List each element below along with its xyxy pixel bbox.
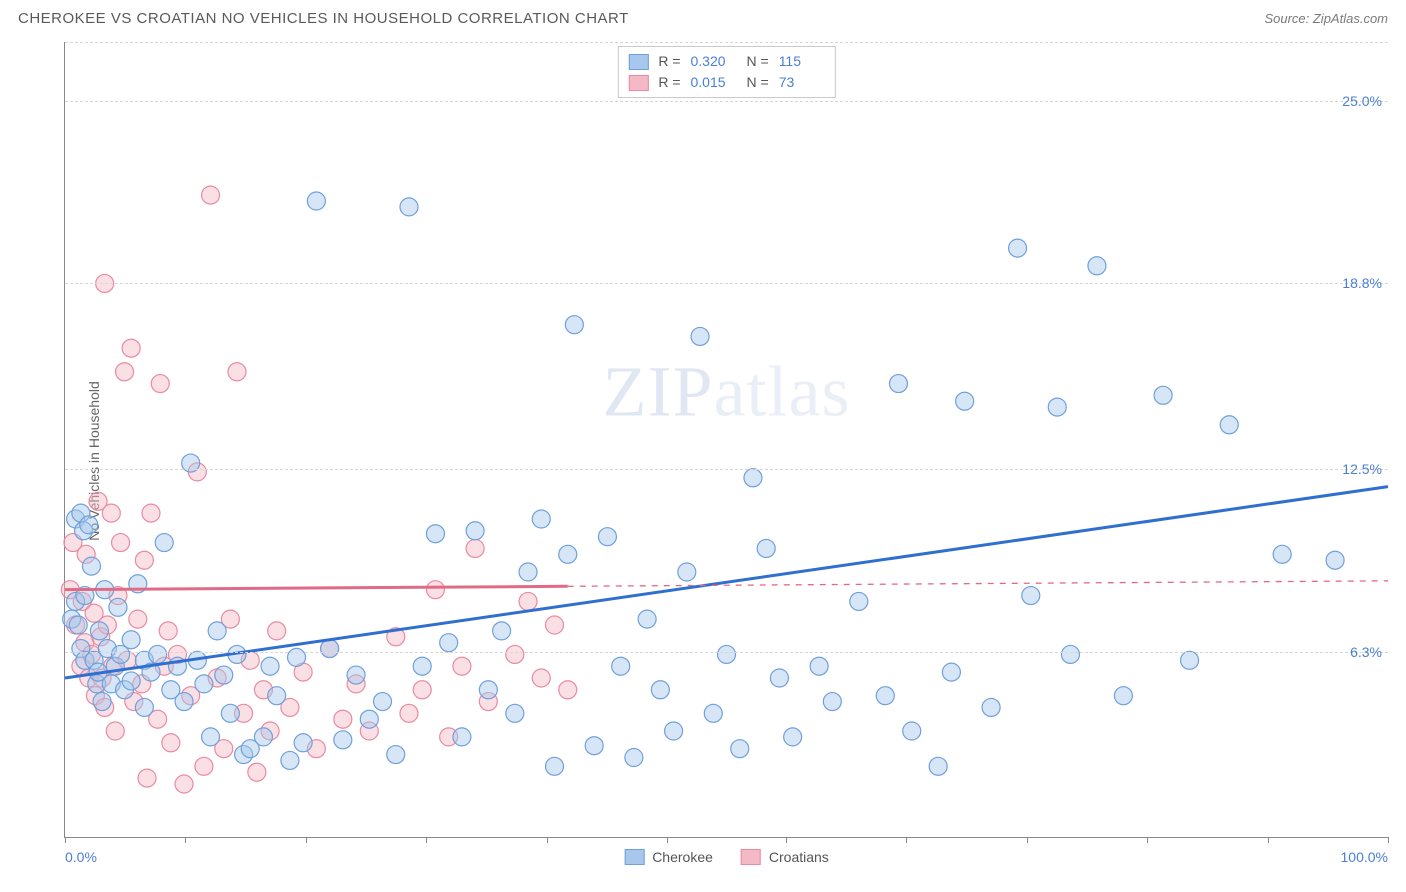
- swatch-icon: [628, 75, 648, 91]
- x-tick: [65, 837, 66, 843]
- gridline: [65, 469, 1388, 470]
- r-value: 0.015: [691, 72, 737, 93]
- n-value: 73: [779, 72, 825, 93]
- r-label: R =: [658, 51, 680, 72]
- y-tick-label: 18.8%: [1342, 275, 1382, 291]
- x-tick: [906, 837, 907, 843]
- swatch-icon: [741, 849, 761, 865]
- gridline: [65, 101, 1388, 102]
- r-label: R =: [658, 72, 680, 93]
- legend-item-cherokee: Cherokee: [624, 849, 713, 865]
- x-tick: [1388, 837, 1389, 843]
- source-attribution: Source: ZipAtlas.com: [1264, 11, 1388, 26]
- gridline: [65, 42, 1388, 43]
- x-tick: [786, 837, 787, 843]
- x-tick: [306, 837, 307, 843]
- x-tick: [1027, 837, 1028, 843]
- y-tick-label: 6.3%: [1350, 644, 1382, 660]
- legend-label: Cherokee: [652, 849, 713, 865]
- legend-item-croatians: Croatians: [741, 849, 829, 865]
- r-value: 0.320: [691, 51, 737, 72]
- x-tick: [547, 837, 548, 843]
- x-tick: [1147, 837, 1148, 843]
- x-tick: [1268, 837, 1269, 843]
- stats-row-cherokee: R = 0.320 N = 115: [628, 51, 824, 72]
- x-tick: [667, 837, 668, 843]
- scatter-canvas: [65, 42, 1388, 837]
- n-label: N =: [747, 51, 769, 72]
- n-value: 115: [779, 51, 825, 72]
- chart-container: No Vehicles in Household ZIPatlas R = 0.…: [18, 42, 1388, 880]
- y-tick-label: 12.5%: [1342, 461, 1382, 477]
- n-label: N =: [747, 72, 769, 93]
- gridline: [65, 283, 1388, 284]
- y-tick-label: 25.0%: [1342, 93, 1382, 109]
- x-tick-max: 100.0%: [1341, 849, 1388, 865]
- swatch-icon: [624, 849, 644, 865]
- x-tick-min: 0.0%: [65, 849, 97, 865]
- x-tick: [426, 837, 427, 843]
- chart-title: CHEROKEE VS CROATIAN NO VEHICLES IN HOUS…: [18, 10, 629, 27]
- series-legend: Cherokee Croatians: [624, 849, 829, 865]
- plot-area: ZIPatlas R = 0.320 N = 115 R = 0.015 N =…: [64, 42, 1388, 838]
- legend-label: Croatians: [769, 849, 829, 865]
- x-tick: [185, 837, 186, 843]
- stats-row-croatians: R = 0.015 N = 73: [628, 72, 824, 93]
- gridline: [65, 652, 1388, 653]
- stats-legend: R = 0.320 N = 115 R = 0.015 N = 73: [617, 46, 835, 98]
- swatch-icon: [628, 54, 648, 70]
